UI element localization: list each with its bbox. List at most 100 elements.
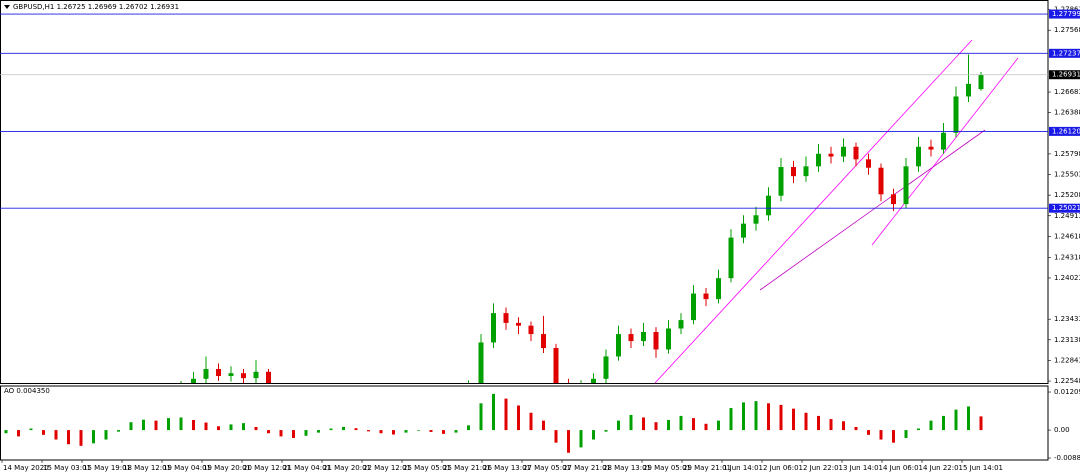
ao-bar — [792, 408, 795, 431]
candle-body — [716, 278, 721, 300]
ao-bar — [142, 419, 145, 431]
ao-bar — [642, 417, 645, 431]
ao-bar — [317, 430, 320, 433]
ao-bar — [979, 416, 983, 431]
ao-bar — [504, 398, 508, 431]
ao-bar — [304, 430, 308, 436]
candle-body — [478, 342, 484, 383]
y-tick-label: 1.23433 — [1054, 315, 1080, 323]
candle-body — [828, 153, 834, 157]
ao-bar — [529, 412, 533, 431]
candle-body — [179, 387, 184, 391]
y-tick-label: 1.22548 — [1054, 377, 1080, 385]
level-tag — [1049, 203, 1080, 213]
ao-bar — [704, 423, 708, 431]
ao-bar — [567, 430, 570, 453]
candle-body — [291, 394, 296, 399]
candle-body — [429, 394, 434, 397]
ao-bar — [254, 426, 258, 431]
candle-body — [166, 390, 171, 391]
candle-body — [891, 194, 896, 205]
ao-bar — [479, 403, 483, 431]
ao-tick-label: 0.00 — [1054, 426, 1070, 434]
candle-body — [816, 153, 821, 167]
candle-body — [741, 223, 746, 238]
ao-bar — [867, 430, 870, 435]
candle-body — [553, 348, 559, 383]
ao-bar — [742, 402, 745, 431]
y-tick-label: 1.25798 — [1054, 150, 1080, 158]
candle-body — [191, 378, 196, 383]
y-tick-label: 1.26683 — [1054, 88, 1080, 96]
candle-body — [666, 328, 671, 350]
candle-body — [416, 394, 421, 396]
level-tag — [1049, 126, 1080, 136]
candle-body — [616, 334, 621, 357]
ao-bar — [717, 420, 720, 431]
ao-bar — [279, 430, 283, 437]
ao-tick-label: 0.01209 — [1054, 388, 1080, 396]
y-tick-label: 1.27568 — [1054, 26, 1080, 34]
level-tag — [1049, 9, 1080, 19]
x-tick-label: 4 Jun 22:01 — [923, 464, 963, 472]
ao-bar — [892, 430, 895, 443]
candle-body — [379, 395, 384, 397]
candle-body — [528, 325, 534, 335]
candle-body — [653, 331, 659, 350]
candle-body — [41, 400, 46, 404]
candle-body — [978, 74, 984, 90]
ao-bar — [954, 409, 958, 431]
candle-body — [304, 399, 309, 402]
ao-bar — [367, 430, 370, 432]
y-tick-label: 1.24023 — [1054, 274, 1080, 282]
candle-body — [141, 393, 146, 396]
candle-body — [354, 389, 359, 391]
candle-body — [503, 313, 509, 323]
x-tick-label: 25 May 21:01 — [443, 464, 491, 472]
candle-body — [29, 397, 34, 400]
trend-channel — [654, 39, 1019, 383]
ao-bar — [329, 428, 333, 431]
x-tick-label: 5 Jun 14:01 — [963, 464, 1003, 472]
level-label: 1.25021 — [1052, 204, 1080, 212]
price-tag — [1049, 70, 1080, 80]
ao-bar — [517, 405, 520, 431]
channel-line — [871, 57, 1019, 246]
ao-bar — [854, 426, 858, 431]
ao-bar — [129, 422, 133, 431]
ao-bar — [204, 422, 208, 431]
candle-body — [91, 401, 96, 405]
candle-body — [54, 404, 59, 407]
x-tick-label: 14 May 2020 — [3, 464, 49, 472]
x-tick-label: 20 May 12:01 — [243, 464, 291, 472]
ao-bar — [467, 425, 470, 431]
candle-body — [866, 159, 871, 168]
candle-body — [728, 237, 734, 279]
ao-bar — [267, 430, 270, 434]
candle-body — [79, 405, 84, 408]
ao-bar — [917, 428, 920, 431]
candle-body — [791, 167, 796, 177]
ao-bar — [604, 430, 608, 432]
menu-triangle — [4, 5, 10, 9]
candle-body — [129, 394, 134, 396]
x-tick-label: 19 May 20:01 — [203, 464, 251, 472]
x-tick-label: 19 May 04:01 — [163, 464, 211, 472]
ao-bar — [967, 406, 970, 431]
ao-bar — [629, 414, 633, 431]
main-frame — [0, 0, 1049, 384]
y-tick-label: 1.22843 — [1054, 356, 1080, 364]
candle-body — [241, 373, 246, 379]
candle-body — [778, 167, 784, 196]
candle-body — [641, 331, 646, 342]
x-tick-label: 15 May 03:01 — [43, 464, 91, 472]
candle-body — [216, 369, 221, 377]
candle-body — [316, 398, 321, 402]
candle-body — [491, 313, 496, 343]
candle-body — [591, 378, 596, 383]
ao-tick-label: -0.008864 — [1054, 454, 1080, 462]
candle-body — [279, 386, 284, 394]
candle-body — [203, 369, 209, 379]
ao-bar — [692, 418, 695, 431]
price-label: 1.26931 — [1052, 71, 1080, 79]
